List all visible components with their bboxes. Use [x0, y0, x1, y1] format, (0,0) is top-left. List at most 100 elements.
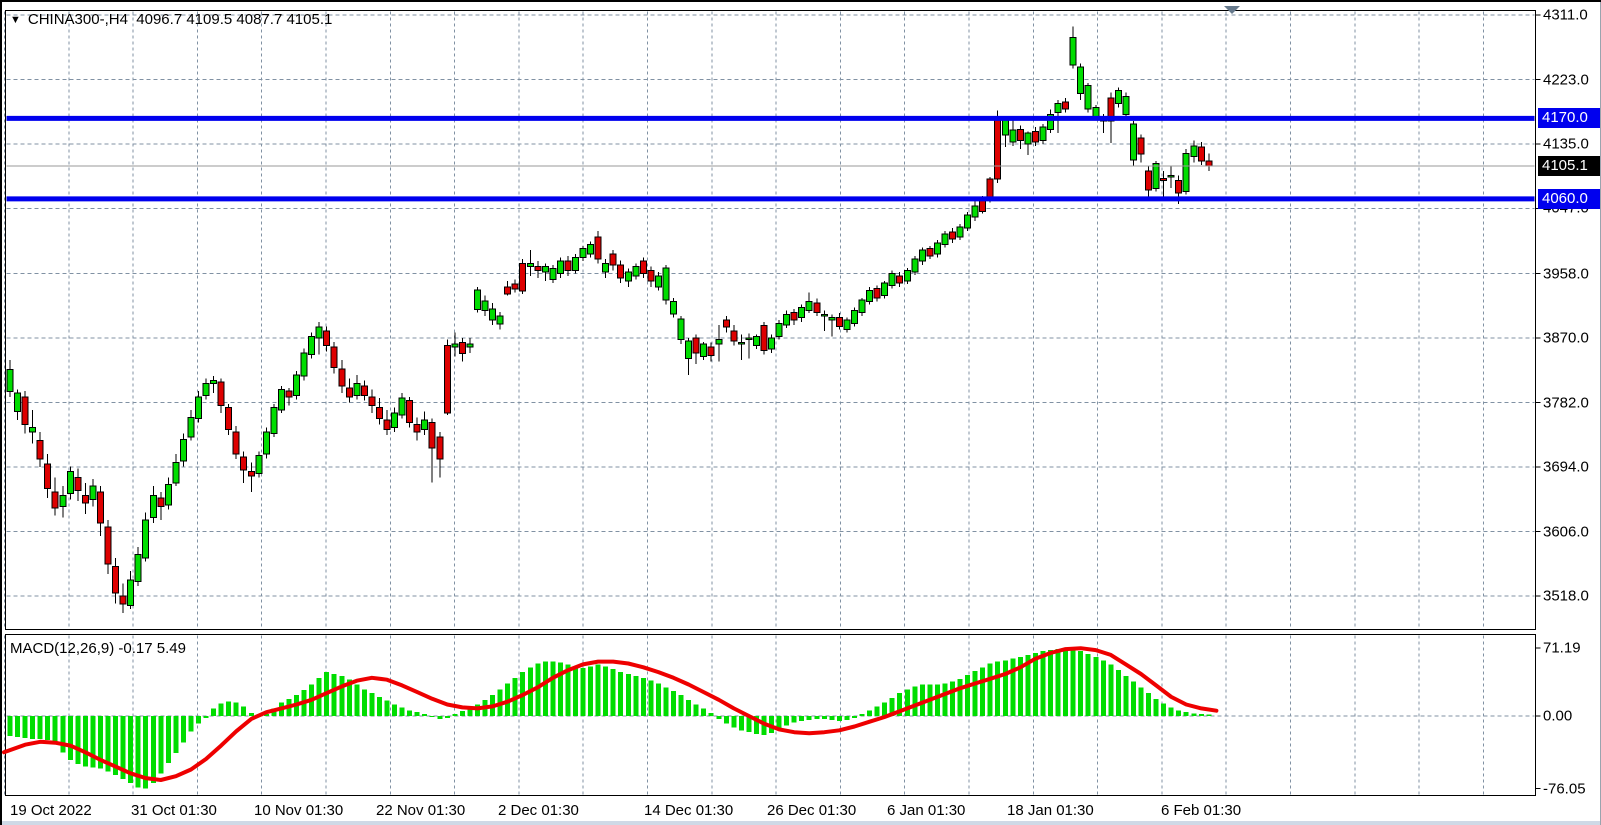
- macd-histogram-bar: [882, 702, 888, 716]
- bottom-edge: [2, 821, 1601, 825]
- macd-histogram-bar: [7, 716, 13, 737]
- candle-body: [232, 431, 240, 455]
- candle-body: [89, 485, 97, 500]
- candle-body: [119, 595, 127, 605]
- candle-body: [1182, 152, 1190, 193]
- candle-body: [752, 336, 760, 346]
- macd-histogram-bar: [45, 716, 51, 740]
- macd-histogram-bar: [588, 666, 594, 716]
- time-axis-label: 18 Jan 01:30: [1007, 802, 1094, 819]
- candle-body: [1167, 174, 1175, 178]
- candle-body: [157, 497, 165, 508]
- macd-histogram-bar: [731, 716, 737, 728]
- price-axis-label: 3870.0: [1543, 329, 1589, 347]
- macd-histogram-bar: [1093, 656, 1099, 716]
- macd-histogram-bar: [738, 716, 744, 731]
- macd-histogram-bar: [369, 693, 375, 716]
- macd-histogram-bar: [776, 716, 782, 730]
- macd-histogram-bar: [1048, 650, 1054, 716]
- macd-histogram-bar: [595, 664, 601, 716]
- macd-pane[interactable]: [5, 634, 1535, 795]
- level-price-label[interactable]: 4170.0: [1538, 108, 1601, 129]
- macd-histogram-bar: [655, 683, 661, 716]
- macd-histogram-bar: [452, 714, 458, 716]
- candle-body: [36, 440, 44, 460]
- macd-histogram-bar: [241, 706, 247, 716]
- candle-body: [956, 226, 964, 238]
- macd-histogram-bar: [701, 708, 707, 716]
- macd-histogram-bar: [1070, 648, 1076, 716]
- candle-body: [639, 260, 647, 275]
- macd-histogram-bar: [150, 716, 156, 783]
- candle-body: [458, 342, 466, 355]
- macd-histogram-bar: [1176, 710, 1182, 716]
- candle-body: [1160, 177, 1168, 182]
- macd-histogram-bar: [60, 716, 66, 753]
- symbol-dropdown-icon[interactable]: ▼: [10, 14, 21, 26]
- macd-histogram-bar: [904, 689, 910, 716]
- candle-body: [670, 300, 678, 315]
- macd-histogram-bar: [573, 666, 578, 716]
- macd-histogram-bar: [165, 716, 171, 763]
- candle-body: [360, 385, 368, 396]
- macd-histogram-bar: [459, 711, 465, 716]
- macd-histogram-bar: [444, 716, 450, 718]
- macd-histogram-bar: [67, 716, 73, 760]
- candle-body: [760, 325, 768, 352]
- candle-body: [1129, 123, 1137, 161]
- candle-body: [805, 300, 813, 311]
- macd-histogram-bar: [331, 673, 337, 716]
- candle-body: [813, 302, 821, 313]
- candle-body: [1197, 146, 1205, 162]
- macd-histogram-bar: [557, 662, 563, 716]
- macd-histogram-bar: [263, 714, 269, 716]
- main-chart-pane[interactable]: [5, 10, 1535, 629]
- macd-histogram-bar: [716, 716, 722, 719]
- macd-histogram-bar: [957, 678, 963, 716]
- candle-body: [323, 330, 331, 346]
- macd-histogram-bar: [618, 672, 624, 716]
- candle-body: [602, 262, 610, 273]
- candle-body: [315, 326, 323, 339]
- candle-body: [406, 399, 414, 423]
- candle-body: [858, 299, 866, 313]
- candle-body: [933, 242, 941, 255]
- macd-histogram-bar: [120, 716, 126, 780]
- candle-body: [496, 315, 504, 325]
- candle-body: [142, 519, 150, 559]
- chart-title: ▼ CHINA300-,H4 4096.7 4109.5 4087.7 4105.…: [10, 12, 332, 27]
- candle-body: [1077, 66, 1085, 94]
- candle-body: [1107, 97, 1115, 122]
- candle-body: [835, 317, 843, 327]
- candle-body: [1062, 101, 1070, 110]
- candle-body: [820, 314, 828, 317]
- candle-body: [1145, 170, 1153, 191]
- candle-body: [1175, 180, 1183, 194]
- time-axis-label: 26 Dec 01:30: [767, 802, 857, 819]
- macd-indicator-label: MACD(12,26,9) -0.17 5.49: [10, 640, 186, 657]
- macd-histogram-bar: [218, 703, 224, 716]
- close-value: 4105.1: [286, 11, 333, 28]
- macd-histogram-bar: [919, 684, 925, 716]
- candle-body: [398, 397, 406, 416]
- macd-histogram-bar: [610, 669, 616, 716]
- macd-histogram-bar: [361, 689, 367, 716]
- macd-histogram-bar: [1183, 712, 1189, 716]
- candle-body: [926, 248, 934, 257]
- candle-body: [964, 214, 972, 229]
- candle-body: [949, 231, 956, 240]
- macd-histogram-bar: [867, 710, 873, 716]
- candle-body: [677, 318, 685, 341]
- macd-histogram-bar: [678, 694, 684, 716]
- candle-body: [1039, 126, 1047, 141]
- candle-body: [1190, 145, 1198, 157]
- level-price-label[interactable]: 4060.0: [1538, 188, 1601, 209]
- candle-body: [217, 381, 225, 407]
- macd-histogram-bar: [22, 716, 28, 738]
- macd-histogram-bar: [753, 716, 759, 735]
- candle-body: [421, 419, 429, 431]
- macd-histogram-bar: [995, 661, 1001, 716]
- candle-body: [722, 319, 730, 328]
- candle-body: [1024, 132, 1032, 145]
